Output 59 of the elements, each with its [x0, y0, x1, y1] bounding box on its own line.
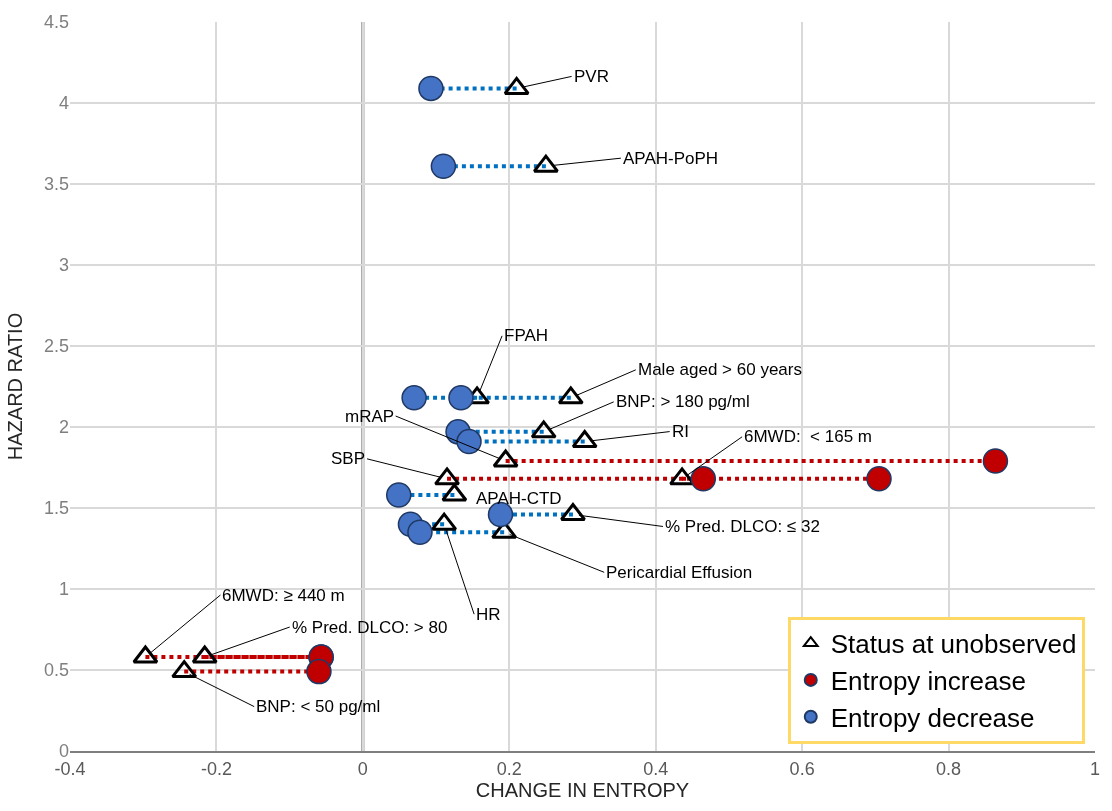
x-tick-label: 1	[1089, 758, 1101, 779]
y-tick-label: 0.5	[43, 660, 69, 681]
annotation: SBP	[331, 449, 366, 468]
point	[532, 154, 559, 173]
x-tick-label: 0.2	[496, 758, 522, 779]
annotation: BNP: < 50 pg/ml	[256, 697, 381, 716]
x-axis-title: CHANGE IN ENTROPY	[475, 778, 690, 801]
annotation: HR	[476, 605, 501, 624]
legend-label: Entropy decrease	[830, 702, 1035, 733]
point	[492, 449, 519, 468]
annotation: % Pred. DLCO: > 80	[292, 618, 448, 637]
point	[441, 483, 468, 502]
annotation: BNP: > 180 pg/ml	[616, 392, 750, 411]
annotation: APAH-CTD	[476, 489, 562, 508]
point	[456, 428, 482, 455]
point	[557, 386, 584, 405]
point	[407, 519, 433, 546]
point	[132, 645, 159, 664]
annotation: RI	[672, 422, 689, 441]
point	[306, 658, 332, 685]
point	[171, 660, 198, 679]
annotation: FPAH	[504, 326, 549, 345]
point	[982, 448, 1009, 474]
point	[530, 420, 557, 439]
point	[571, 430, 598, 449]
point	[431, 512, 458, 531]
annotation: 6MWD: < 165 m	[744, 427, 873, 446]
legend-label: Status at unobserved	[830, 629, 1077, 660]
x-tick-label: -0.2	[200, 758, 232, 779]
annotation: 6MWD: ≥ 440 m	[222, 586, 345, 605]
annotation: PVR	[574, 67, 609, 86]
point	[191, 645, 218, 664]
annotation: Pericardial Effusion	[606, 563, 753, 582]
annotation: Male aged > 60 years	[638, 360, 802, 379]
legend-label: Entropy increase	[830, 666, 1026, 697]
y-tick-label: 1	[58, 579, 69, 600]
point	[418, 75, 444, 102]
annotation: % Pred. DLCO: ≤ 32	[665, 517, 820, 536]
y-tick-label: 3	[58, 255, 69, 276]
point	[385, 482, 412, 508]
point	[448, 385, 474, 411]
point	[434, 467, 461, 486]
x-tick-label: 0.6	[789, 758, 815, 779]
point	[866, 466, 892, 492]
annotation: APAH-PoPH	[623, 149, 719, 168]
y-tick-label: 4	[58, 93, 69, 114]
y-tick-label: 1.5	[43, 498, 69, 519]
y-tick-label: 2	[58, 417, 69, 438]
y-tick-label: 3.5	[43, 174, 69, 195]
annotation: mRAP	[345, 407, 395, 426]
x-tick-label: 0	[357, 758, 368, 779]
x-tick-label: 0.8	[936, 758, 962, 779]
y-tick-label: 4.5	[43, 12, 69, 33]
x-tick-label: 0.4	[643, 758, 669, 779]
point	[690, 466, 717, 492]
point	[401, 385, 427, 411]
y-axis-title: HAZARD RATIO	[4, 312, 27, 461]
point	[430, 153, 457, 179]
y-tick-label: 2.5	[43, 336, 69, 357]
